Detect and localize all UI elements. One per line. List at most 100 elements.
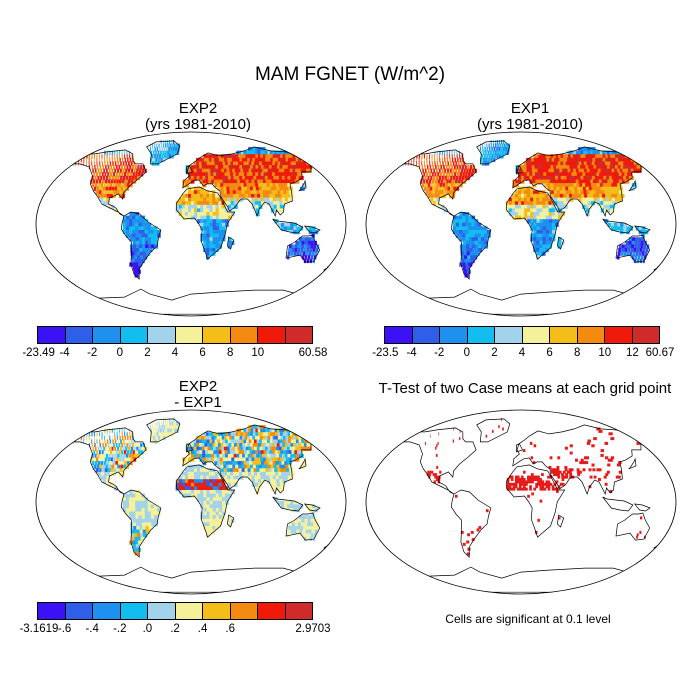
map-cell [432, 186, 436, 191]
map-cell [215, 475, 219, 480]
map-cell [171, 428, 175, 433]
map-cell [215, 479, 220, 484]
map-cell [578, 161, 584, 166]
map-cell [209, 511, 214, 516]
map-cell [222, 179, 227, 184]
map-cell [287, 226, 291, 231]
map-cell [212, 471, 216, 477]
map-cell [220, 461, 224, 466]
map-cell [209, 251, 213, 256]
map-cell [530, 219, 534, 224]
map-cell [221, 471, 225, 477]
map-cell [242, 193, 246, 199]
map-cell [111, 168, 114, 173]
map-cell [279, 186, 284, 191]
map-cell [188, 479, 192, 484]
map-cell [226, 157, 231, 163]
map-cell [155, 435, 158, 441]
map-cell [105, 186, 109, 191]
map-cell [191, 486, 195, 491]
map-cell [287, 461, 292, 466]
map-cell [210, 168, 214, 173]
map-cell [197, 201, 201, 206]
map-cell [611, 197, 616, 202]
map-cell [514, 215, 519, 220]
map-cell [181, 204, 186, 209]
map-cell [129, 222, 133, 227]
map-cell [314, 439, 321, 444]
map-cell [532, 179, 537, 184]
map-cell [116, 179, 119, 184]
map-cell [203, 244, 207, 249]
map-cell [215, 240, 220, 245]
map-cell [548, 465, 552, 469]
map-cell [229, 168, 234, 173]
map-cell [521, 208, 525, 213]
map-cell [164, 417, 166, 423]
map-cell [244, 464, 249, 469]
map-cell [615, 172, 621, 177]
map-cell [310, 518, 314, 523]
map-cell [307, 244, 311, 249]
map-cell [309, 536, 312, 542]
map-cell [168, 139, 170, 145]
map-cell [170, 425, 173, 430]
map-cell [226, 190, 231, 195]
map-cell [527, 494, 530, 498]
map-cell [462, 240, 467, 245]
map-cell [252, 464, 258, 469]
map-cell [272, 197, 277, 202]
map-cell [594, 175, 600, 181]
map-cell [213, 154, 218, 159]
colorbar-swatch [285, 603, 312, 619]
map-cell [538, 175, 542, 181]
map-cell [239, 453, 244, 459]
map-cell [235, 450, 240, 455]
map-cell [604, 172, 610, 177]
map-cell [464, 165, 467, 170]
map-cell [614, 175, 620, 181]
map-cell [173, 421, 176, 426]
map-cell [86, 161, 87, 166]
map-cell [527, 480, 530, 484]
map-cell [224, 201, 229, 206]
map-cell [135, 540, 140, 545]
map-cell [452, 219, 457, 224]
map-cell [298, 515, 303, 520]
map-cell [261, 183, 266, 188]
map-cell [205, 468, 210, 473]
map-cell [212, 244, 216, 249]
map-cell [281, 461, 286, 466]
map-cell [480, 226, 485, 231]
map-cell [239, 193, 243, 199]
map-cell [265, 468, 270, 473]
map-cell [234, 157, 239, 163]
map-cell [293, 251, 297, 256]
map-cell [539, 222, 544, 227]
map-cell [617, 251, 621, 256]
map-cell [433, 193, 437, 199]
map-cell [433, 175, 436, 181]
map-cell [203, 226, 208, 231]
map-cell [97, 183, 101, 188]
map-cell [273, 464, 278, 469]
map-cell [536, 201, 540, 206]
map-cell [263, 165, 269, 170]
map-cell [461, 154, 463, 159]
map-cell [270, 482, 275, 487]
map-cell [164, 139, 166, 145]
map-cell [591, 186, 596, 191]
map-cell [261, 461, 266, 466]
map-cell [439, 157, 441, 163]
map-cell [218, 522, 222, 527]
map-cell [267, 479, 272, 484]
map-cell [274, 450, 280, 455]
map-cell [542, 161, 546, 166]
map-cell [453, 427, 455, 431]
map-cell [249, 157, 255, 163]
map-cell [206, 233, 211, 238]
map-cell [459, 429, 461, 433]
map-cell [584, 456, 588, 460]
map-cell [279, 204, 284, 209]
map-cell [614, 193, 619, 199]
